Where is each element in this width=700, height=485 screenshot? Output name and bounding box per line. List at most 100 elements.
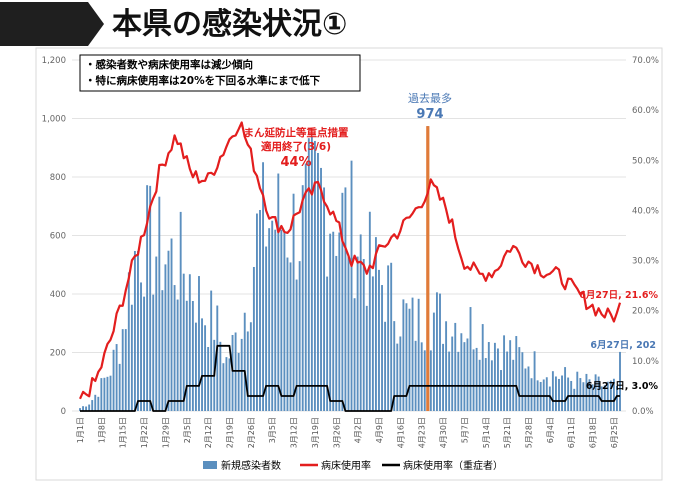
x-tick-label: 1月22日 [140, 417, 149, 448]
case-bar [481, 324, 484, 411]
case-bar [558, 378, 560, 411]
case-bar [393, 321, 396, 411]
case-bar [436, 292, 438, 411]
case-bar [161, 290, 164, 411]
case-bar [341, 192, 344, 411]
x-tick-label: 5月21日 [503, 417, 512, 448]
case-bar [500, 370, 502, 411]
case-bar [484, 358, 487, 411]
case-bar [301, 185, 304, 411]
case-bar [133, 250, 136, 411]
peak-value: 974 [416, 107, 443, 122]
left-tick-label: 1,000 [42, 115, 66, 125]
case-bar [616, 386, 618, 411]
x-tick-label: 3月26日 [332, 417, 341, 448]
case-bar [344, 187, 347, 411]
case-bar [152, 294, 155, 411]
rate-lines [78, 121, 622, 412]
right-tick-label: 40.0% [632, 206, 659, 216]
case-bar [198, 276, 200, 411]
case-bar [594, 374, 597, 411]
peak-marker [426, 126, 430, 411]
x-tick-label: 1月29日 [161, 417, 170, 448]
case-bar [600, 386, 603, 411]
x-tick-label: 4月16日 [396, 417, 405, 448]
case-bar [137, 251, 139, 411]
case-bar [591, 384, 594, 411]
case-bar [551, 371, 554, 411]
case-bar [368, 211, 371, 411]
x-tick-label: 6月11日 [567, 417, 576, 448]
case-bar [194, 322, 197, 411]
end-severe-label: 6月27日, 3.0% [586, 381, 659, 392]
case-bar [472, 349, 475, 411]
left-axis-ticks: 0 200 400 600 800 1,000 1,200 [42, 56, 66, 417]
case-bar [475, 347, 478, 411]
case-bar [497, 348, 499, 411]
x-tick-label: 1月15日 [119, 417, 128, 448]
case-bar [94, 394, 97, 411]
case-bar [561, 375, 563, 411]
case-bar [207, 346, 210, 411]
case-bar [106, 376, 109, 411]
emergency-label-line-1: まん延防止等重点措置 [244, 126, 349, 139]
case-bar [451, 336, 454, 411]
case-bar [277, 173, 280, 411]
severe-bed-usage-line [80, 344, 620, 412]
case-bar [378, 269, 380, 411]
case-bar [493, 342, 496, 411]
case-bar [390, 262, 393, 411]
note-line-2: ・特に病床使用率は20%を下回る水準にまで低下 [85, 74, 321, 87]
case-bar [97, 396, 100, 411]
case-bar [548, 386, 551, 411]
case-bar [286, 257, 289, 411]
title-arrow-shape [0, 2, 104, 46]
right-tick-label: 10.0% [632, 357, 659, 367]
case-bar [216, 305, 219, 411]
x-tick-label: 6月25日 [610, 417, 619, 448]
case-bar [448, 351, 451, 411]
case-bar [509, 340, 512, 411]
x-axis-ticks: 1月1日 1月8日 1月15日 1月22日 1月29日 2月5日 2月12日 2月19日 2月2… [76, 417, 619, 448]
case-bar [127, 272, 130, 411]
right-tick-label: 0.0% [632, 407, 654, 417]
case-bar [259, 209, 261, 411]
case-bar [182, 273, 185, 411]
case-bar [527, 366, 530, 411]
legend-cases-swatch [203, 461, 217, 469]
right-axis-ticks: 0.0% 10.0% 20.0% 30.0% 40.0% 50.0% 60.0% 70.0% [632, 56, 659, 417]
case-bar [326, 276, 329, 411]
case-bar [384, 321, 387, 411]
case-bar [432, 312, 435, 411]
case-bar [124, 329, 127, 411]
x-tick-label: 2月5日 [183, 417, 192, 443]
legend-severe-label: 病床使用率（重症者） [403, 459, 503, 472]
case-bar [606, 381, 609, 411]
case-bar [619, 351, 621, 411]
case-bar [210, 290, 213, 411]
case-bar [231, 334, 234, 411]
left-tick-label: 800 [50, 173, 66, 183]
case-bar [411, 297, 414, 411]
case-bar [82, 406, 84, 411]
case-bar [164, 264, 167, 411]
case-bar [374, 237, 377, 411]
case-bar [612, 378, 615, 411]
x-tick-label: 3月5日 [268, 417, 277, 443]
x-tick-label: 3月12日 [290, 417, 299, 448]
case-bar [100, 378, 103, 411]
emergency-label-line-2: 適用終了(3/6) [261, 140, 331, 153]
x-tick-label: 6月18日 [589, 417, 598, 448]
case-bar [118, 363, 121, 411]
case-bar [350, 160, 353, 411]
case-bar [420, 342, 423, 411]
x-tick-label: 5月14日 [482, 417, 491, 448]
case-bar [466, 338, 469, 411]
case-bar [320, 167, 322, 411]
case-bar [469, 307, 472, 411]
case-bar [332, 231, 335, 411]
case-bar [91, 400, 94, 411]
case-bar [347, 256, 350, 411]
case-bar [353, 298, 356, 411]
case-bar [454, 322, 457, 411]
